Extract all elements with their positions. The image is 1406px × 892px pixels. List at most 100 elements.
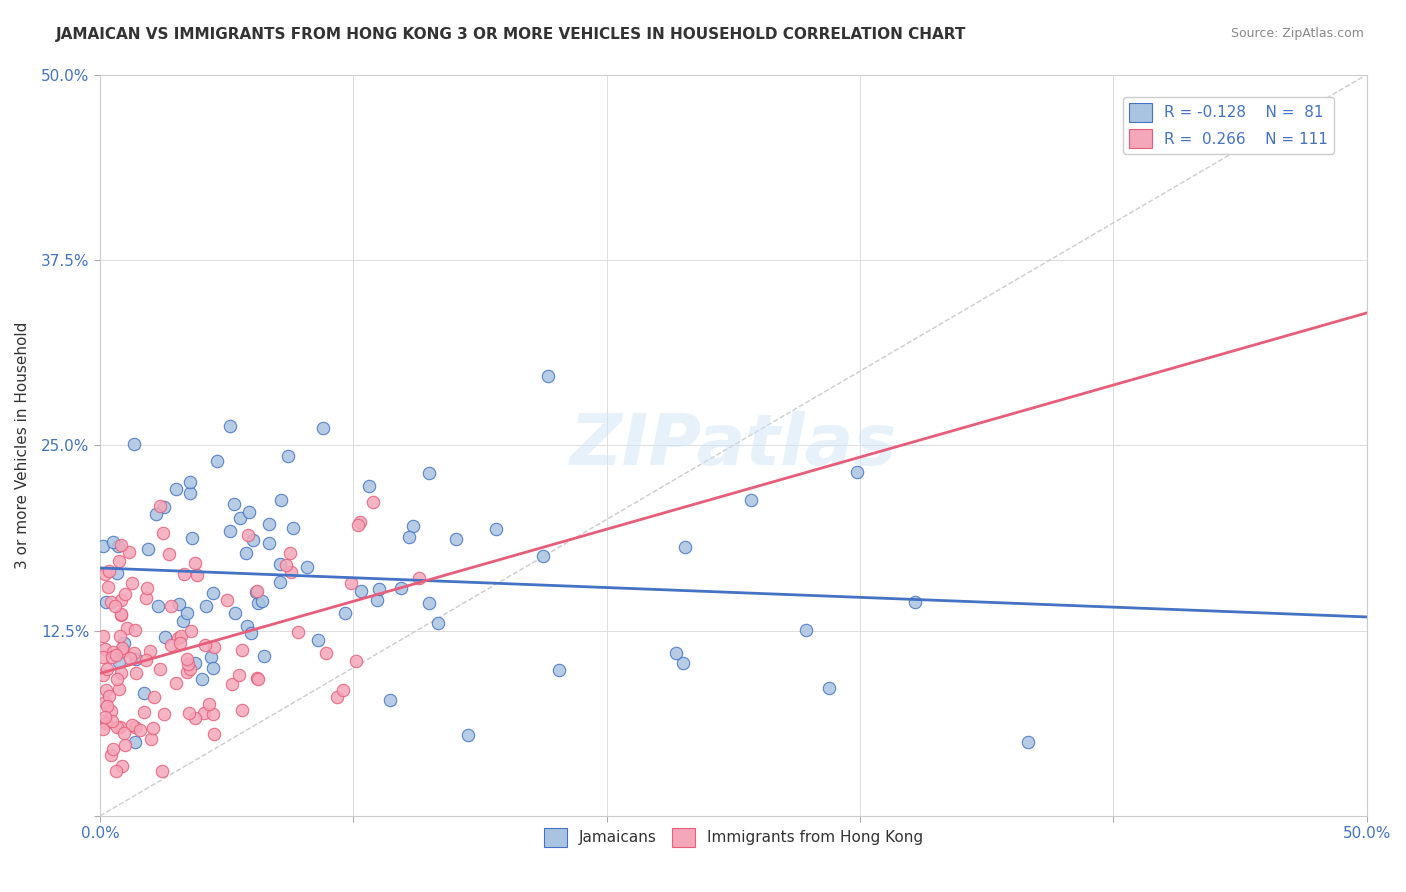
Point [269,558,291,572]
Point [194,638,217,652]
Point [363,494,385,508]
Point [221,677,243,691]
Point [219,419,242,434]
Point [257,516,280,531]
Point [231,703,253,717]
Point [740,493,762,508]
Point [118,651,141,665]
Point [91,650,114,665]
Point [94,566,117,581]
Point [531,549,554,564]
Point [457,728,479,742]
Point [150,764,173,779]
Point [794,623,817,637]
Point [184,656,207,670]
Point [132,686,155,700]
Point [346,654,368,668]
Point [180,624,202,639]
Point [91,539,114,553]
Point [418,466,440,480]
Point [229,511,252,525]
Point [138,541,160,556]
Point [152,500,174,514]
Point [100,748,122,763]
Point [253,648,276,663]
Point [183,711,205,725]
Point [257,535,280,549]
Point [101,650,124,665]
Point [103,535,125,549]
Point [312,421,335,435]
Point [105,648,128,663]
Point [418,596,440,610]
Point [197,697,219,711]
Point [845,466,868,480]
Point [110,759,132,773]
Point [97,580,120,594]
Point [135,653,157,667]
Point [167,598,190,612]
Point [149,662,172,676]
Point [228,667,250,681]
Point [240,626,263,640]
Point [818,681,841,695]
Point [114,739,136,753]
Point [186,568,208,582]
Point [110,538,132,552]
Point [333,606,356,620]
Point [287,624,309,639]
Point [111,641,134,656]
Point [235,619,257,633]
Point [673,541,696,555]
Point [135,582,157,596]
Point [110,665,132,680]
Point [100,594,122,608]
Point [193,706,215,720]
Point [173,567,195,582]
Point [145,507,167,521]
Point [112,636,135,650]
Point [347,517,370,532]
Point [105,764,128,779]
Point [115,621,138,635]
Point [1017,735,1039,749]
Point [94,710,117,724]
Point [176,665,198,679]
Point [108,720,131,734]
Point [235,546,257,560]
Point [124,624,146,638]
Point [315,646,337,660]
Point [165,676,187,690]
Point [325,690,347,705]
Point [124,735,146,749]
Point [152,525,174,540]
Point [217,592,239,607]
Point [97,690,120,704]
Point [149,500,172,514]
Point [110,593,132,607]
Point [269,575,291,590]
Point [398,530,420,544]
Point [218,524,240,539]
Text: Source: ZipAtlas.com: Source: ZipAtlas.com [1230,27,1364,40]
Point [245,585,267,599]
Point [135,591,157,606]
Point [124,720,146,734]
Point [104,599,127,613]
Point [307,632,329,647]
Point [183,557,205,571]
Point [107,539,129,553]
Point [340,576,363,591]
Point [349,584,371,599]
Point [114,586,136,600]
Point [132,706,155,720]
Point [169,636,191,650]
Point [108,656,131,670]
Point [202,586,225,600]
Point [378,693,401,707]
Point [295,560,318,574]
Point [283,520,305,534]
Y-axis label: 3 or more Vehicles in Household: 3 or more Vehicles in Household [15,321,30,569]
Point [101,742,124,756]
Point [125,665,148,680]
